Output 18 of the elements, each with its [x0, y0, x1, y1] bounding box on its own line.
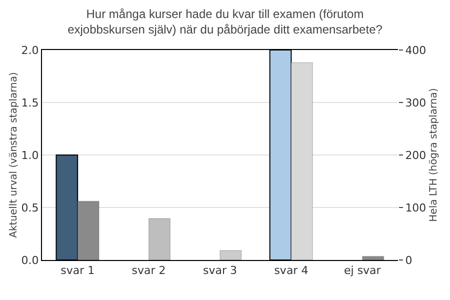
x-tick-label: svar 3: [203, 264, 237, 278]
y-axis-title: Aktuellt urval (vänstra staplarna): [8, 72, 20, 238]
x-tick-label: svar 4: [274, 264, 308, 278]
y-tick-label: 0.0: [21, 254, 39, 267]
y2-tick-label: 200: [405, 148, 426, 162]
y-tick-label: 1.5: [21, 96, 39, 110]
y2-tick-label: 400: [405, 44, 426, 57]
y2-axis-title: Hela LTH (högra staplarna): [428, 88, 440, 222]
y-tick-label: 0.5: [21, 201, 39, 214]
x-tick-label: svar 1: [60, 264, 95, 278]
y-tick-label: 2.0: [21, 44, 39, 57]
x-tick-label: ej svar: [344, 264, 382, 278]
x-tick-label: svar 2: [132, 264, 166, 278]
y2-tick-label: 0: [405, 254, 412, 267]
y2-tick-label: 300: [405, 96, 426, 110]
y-tick-label: 1.0: [21, 148, 39, 162]
y2-tick-label: 100: [405, 201, 426, 214]
chart-title: Hur många kurser hade du kvar till examen (förutom exjobbskursen själv) när du påbörjade ditt examensarbete?: [68, 7, 383, 37]
